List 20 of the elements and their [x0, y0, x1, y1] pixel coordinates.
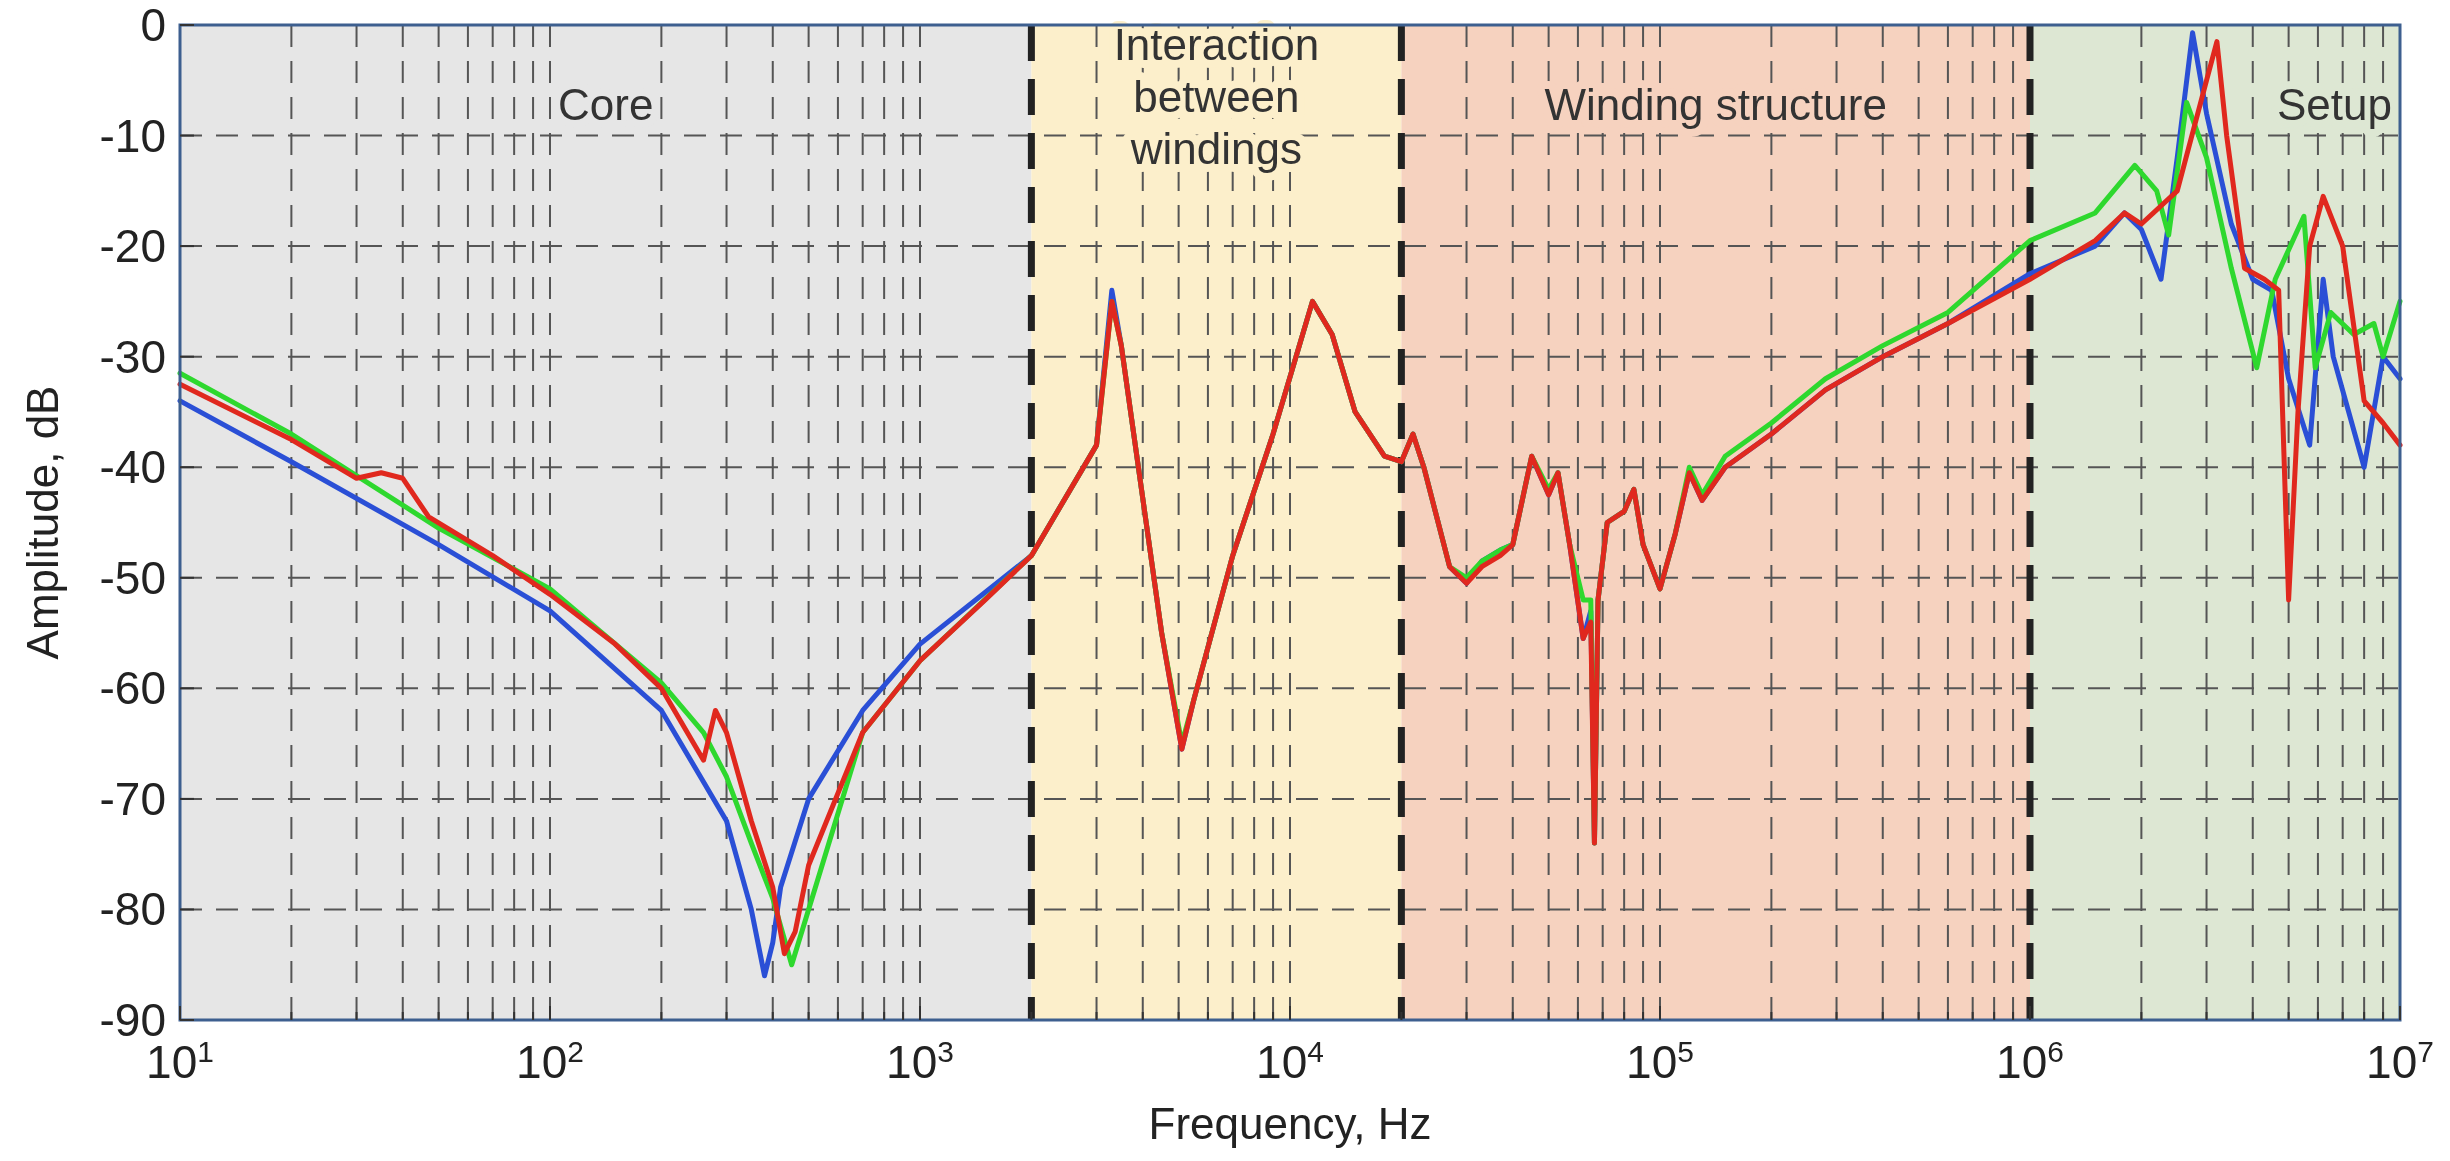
x-tick-label: 10$^{2}$ — [516, 1034, 584, 1088]
y-tick-label: -70 — [99, 772, 166, 825]
y-tick-label: -90 — [99, 994, 166, 1046]
x-axis-title: Frequency, Hz — [1148, 1099, 1432, 1148]
y-tick-label: 0 — [140, 0, 166, 51]
y-tick-label: -30 — [99, 330, 166, 383]
y-tick-label: -10 — [99, 109, 166, 162]
y-tick-label: -40 — [99, 441, 166, 494]
y-axis-title: Amplitude, dB — [18, 385, 67, 660]
y-tick-label: -20 — [99, 220, 166, 273]
band-label: Core — [558, 80, 654, 129]
y-tick-label: -60 — [99, 662, 166, 715]
x-tick-label: 10$^{7}$ — [2366, 1034, 2434, 1088]
band-label: Interaction between windings — [1113, 20, 1320, 173]
x-tick-label: 10$^{4}$ — [1256, 1034, 1324, 1088]
x-tick-label: 10$^{6}$ — [1996, 1034, 2064, 1088]
y-tick-label: -50 — [99, 551, 166, 604]
y-tick-label: -80 — [99, 883, 166, 936]
x-tick-label: 10$^{5}$ — [1626, 1034, 1694, 1088]
x-tick-label: 10$^{3}$ — [886, 1034, 954, 1088]
